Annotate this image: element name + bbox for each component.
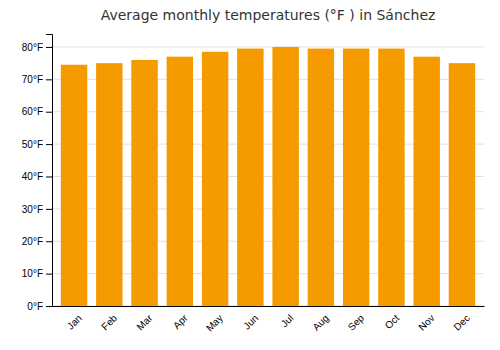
y-axis: 0°F 10°F 20°F 30°F 40°F 50°F 60°F 70°F 80°F xyxy=(22,35,53,312)
x-tick: Apr xyxy=(171,312,190,331)
y-tick: 60°F xyxy=(22,106,52,117)
bar xyxy=(202,52,228,306)
x-tick-label: Oct xyxy=(383,312,402,331)
x-tick-label: Jul xyxy=(279,312,296,329)
y-tick-mark xyxy=(46,112,52,113)
x-tick-label: Feb xyxy=(99,312,119,332)
x-tick-label: Mar xyxy=(135,312,155,332)
x-tick-label: Jan xyxy=(65,312,84,331)
plot: 0°F 10°F 20°F 30°F 40°F 50°F 60°F 70°F 80°F Jan Fe… xyxy=(22,35,485,334)
x-tick-label: May xyxy=(204,312,225,333)
x-tick: Oct xyxy=(383,312,402,331)
grid-line xyxy=(52,46,484,47)
bar xyxy=(61,65,87,306)
y-tick-label: 20°F xyxy=(22,236,43,247)
x-axis-line xyxy=(53,306,485,307)
y-tick-mark xyxy=(46,241,52,242)
x-tick: Sep xyxy=(346,312,367,333)
y-tick-label: 40°F xyxy=(22,171,43,182)
x-tick-label: Jun xyxy=(241,312,260,331)
y-tick: 0°F xyxy=(27,301,52,312)
x-tick-label: Apr xyxy=(171,312,190,331)
y-tick: 30°F xyxy=(22,204,52,215)
x-tick: Jul xyxy=(279,312,296,329)
y-tick-label: 30°F xyxy=(22,204,43,215)
y-tick-mark xyxy=(46,274,52,275)
y-tick-label: 50°F xyxy=(22,139,43,150)
bar xyxy=(308,49,334,306)
bar xyxy=(272,47,298,306)
y-tick-label: 10°F xyxy=(22,268,43,279)
x-tick-label: Dec xyxy=(451,312,471,332)
x-axis: Jan Feb Mar Apr May Jun Jul Aug Sep Oct Nov Dec xyxy=(53,307,485,334)
bar xyxy=(378,49,404,306)
bars xyxy=(61,47,475,306)
x-tick-label: Aug xyxy=(310,312,330,332)
x-tick-label: Sep xyxy=(346,312,367,333)
x-tick: Nov xyxy=(416,312,436,332)
y-tick: 80°F xyxy=(22,42,52,53)
y-tick: 10°F xyxy=(22,268,52,279)
x-tick: Dec xyxy=(451,312,471,332)
bar xyxy=(237,49,263,306)
x-tick-label: Nov xyxy=(416,312,436,332)
y-tick-mark xyxy=(46,306,52,307)
y-tick-label: 60°F xyxy=(22,106,43,117)
bar xyxy=(96,63,122,306)
y-tick-label: 0°F xyxy=(27,301,43,312)
y-tick: 50°F xyxy=(22,139,52,150)
y-axis-line xyxy=(46,35,53,307)
y-tick-mark xyxy=(46,144,52,145)
y-tick-label: 80°F xyxy=(22,42,43,53)
bar xyxy=(167,57,193,306)
bar xyxy=(449,63,475,306)
y-tick-mark xyxy=(46,47,52,48)
x-tick: May xyxy=(204,312,225,333)
bar xyxy=(343,49,369,306)
y-tick-mark xyxy=(46,176,52,177)
y-tick-mark xyxy=(46,79,52,80)
y-tick: 70°F xyxy=(22,74,52,85)
grid xyxy=(52,47,484,306)
x-tick: Feb xyxy=(99,312,119,332)
y-tick: 20°F xyxy=(22,236,52,247)
title: Average monthly temperatures (°F ) in Sá… xyxy=(101,7,436,23)
chart: 0°F 10°F 20°F 30°F 40°F 50°F 60°F 70°F 80°F Jan Fe… xyxy=(0,0,500,350)
bar xyxy=(131,60,157,306)
x-tick: Mar xyxy=(135,312,155,332)
y-tick-label: 70°F xyxy=(22,74,43,85)
x-tick: Jan xyxy=(65,312,84,331)
bar xyxy=(413,57,439,306)
y-tick: 40°F xyxy=(22,171,52,182)
y-tick-mark xyxy=(46,209,52,210)
x-tick: Aug xyxy=(310,312,330,332)
x-tick: Jun xyxy=(241,312,260,331)
